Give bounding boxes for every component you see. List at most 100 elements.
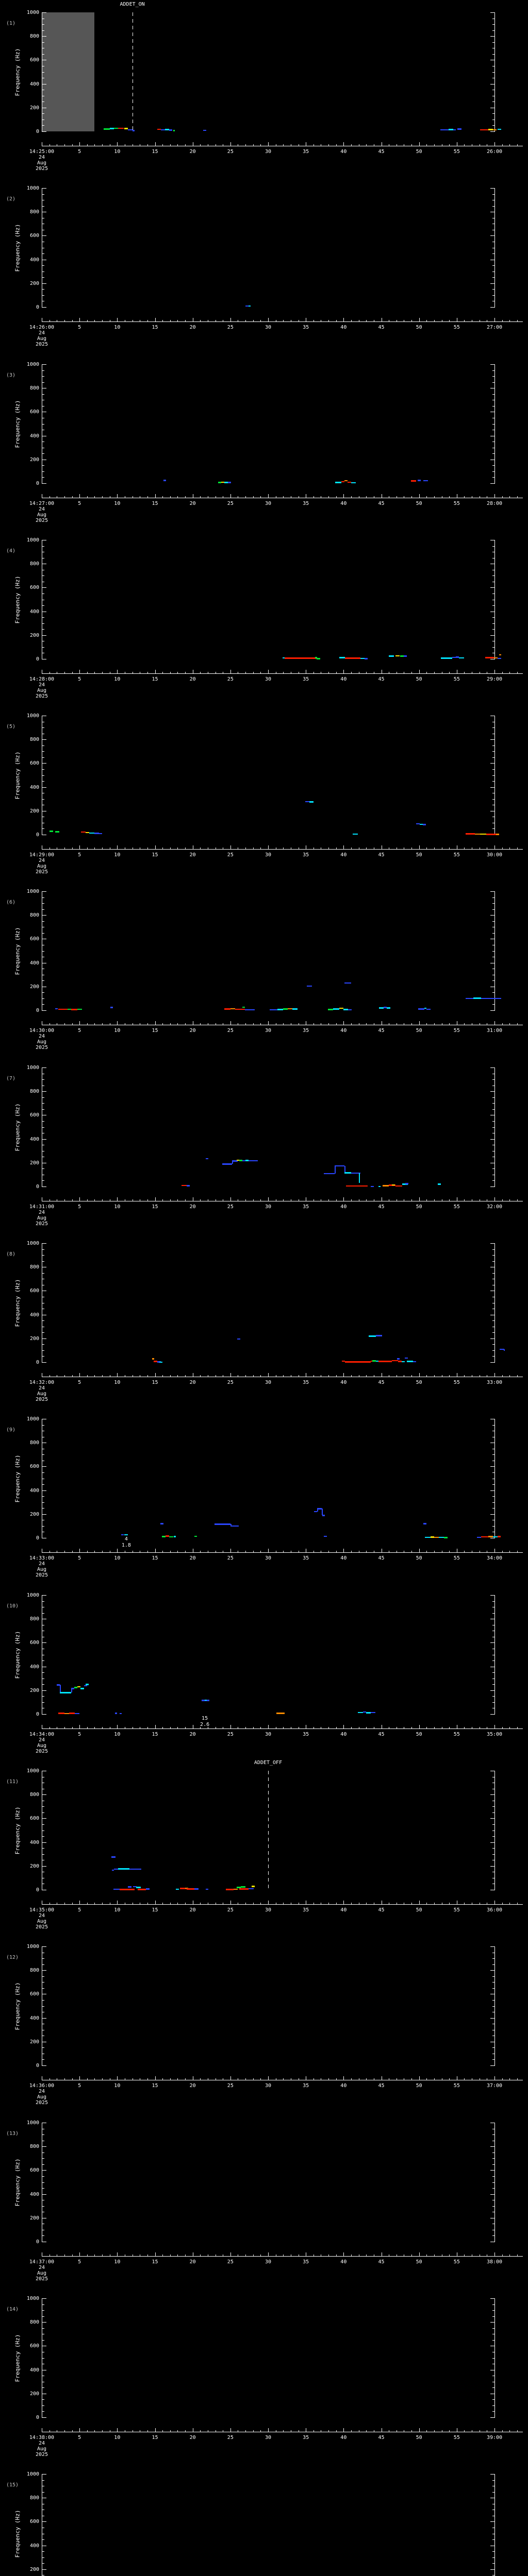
x-tick: [449, 320, 450, 321]
y-tick: [42, 2134, 44, 2136]
y-tick: [42, 1672, 44, 1673]
y-tick: [42, 483, 46, 484]
y-tick: [42, 1836, 44, 1837]
y-tick: [42, 897, 44, 898]
x-tick-label: 50: [416, 852, 422, 858]
x-tick-label: 20: [189, 501, 196, 506]
y-tick: [42, 364, 46, 365]
y-tick: [492, 1526, 494, 1527]
y-tick: [492, 1332, 494, 1333]
y-tick: [492, 1496, 494, 1497]
x-tick: [366, 672, 367, 673]
x-tick: [464, 2255, 465, 2256]
detection-segment: [242, 1006, 245, 1008]
detection-segment: [434, 1536, 439, 1538]
detection-segment: [181, 1184, 188, 1187]
x-tick: [328, 1903, 329, 1904]
x-tick-label: 50: [416, 2259, 422, 2265]
y-tick: [490, 1514, 494, 1515]
y-tick: [42, 1988, 44, 1989]
detection-segment: [164, 129, 170, 130]
x-tick-label: 10: [114, 501, 121, 506]
x-tick: [419, 494, 420, 498]
y-tick: [42, 1004, 44, 1005]
y-tick-label: 0: [36, 129, 39, 134]
y-tick: [42, 2059, 44, 2060]
x-tick: [494, 1021, 495, 1025]
x-tick: [366, 1727, 367, 1728]
y-tick: [490, 1714, 494, 1715]
y-tick: [492, 781, 494, 782]
y-tick: [490, 1362, 494, 1363]
x-tick: [283, 1903, 284, 1904]
y-tick-label: 200: [29, 2566, 39, 2572]
y-tick-label: 0: [36, 2239, 39, 2245]
x-tick-label: 55: [453, 1204, 460, 1210]
x-tick: [283, 1023, 284, 1025]
x-tick: [502, 2255, 503, 2256]
y-tick: [42, 1091, 46, 1092]
x-start-label: 14:30:00: [29, 1028, 55, 1033]
x-tick: [64, 1375, 65, 1377]
x-tick: [449, 672, 450, 673]
detection-segment: [443, 1537, 448, 1538]
y-tick-label: 200: [29, 984, 39, 990]
x-tick: [502, 320, 503, 321]
detection-segment: [383, 1007, 387, 1008]
x-tick-label: 25: [227, 1380, 234, 1385]
x-tick: [434, 2430, 435, 2432]
x-tick: [260, 1199, 261, 1201]
x-tick: [170, 144, 171, 146]
x-tick-label: 20: [189, 676, 196, 682]
detection-segment: [493, 129, 497, 131]
x-tick: [87, 1903, 88, 1904]
y-tick: [490, 188, 494, 189]
y-tick: [492, 769, 494, 770]
x-tick: [343, 2428, 344, 2432]
panel-title: ADDET_OFF: [254, 1760, 283, 1766]
x-tick: [336, 1551, 337, 1552]
y-tick-label: 400: [29, 608, 39, 615]
x-tick-label: 50: [416, 676, 422, 682]
x-tick: [328, 144, 329, 146]
detection-segment: [493, 657, 498, 659]
x-tick: [64, 320, 65, 321]
x-tick: [502, 672, 503, 673]
detection-segment: [496, 834, 499, 835]
x-tick: [117, 318, 118, 321]
x-tick-label: 5: [78, 2435, 81, 2441]
y-tick: [492, 1320, 494, 1321]
x-tick: [411, 2430, 412, 2432]
y-tick: [42, 933, 44, 934]
x-tick: [351, 2430, 352, 2432]
x-tick: [268, 142, 269, 146]
y-tick-label: 600: [29, 2519, 39, 2525]
y-tick-label: 600: [29, 1640, 39, 1646]
detection-segment: [58, 1713, 64, 1714]
x-tick: [79, 494, 80, 498]
detection-segment: [481, 997, 502, 999]
y-tick: [492, 295, 494, 296]
x-tick-label: 50: [416, 1380, 422, 1385]
x-tick: [185, 1023, 186, 1025]
x-end-label: 28:00: [486, 501, 503, 506]
detection-segment: [378, 1361, 392, 1362]
y-tick-label: 600: [29, 2167, 39, 2174]
detection-segment: [405, 1183, 409, 1184]
x-tick: [366, 1903, 367, 1904]
date-line: 2025: [35, 342, 48, 347]
x-tick: [117, 142, 118, 146]
spectrogram-panel: 0 200 400 600 800 1000 Frequency (Hz) (3) 14:27:…: [0, 352, 528, 528]
y-tick: [42, 2164, 44, 2165]
detection-segment: [285, 657, 317, 659]
y-tick: [42, 2569, 46, 2570]
x-tick: [155, 142, 156, 146]
x-tick: [162, 1023, 163, 1025]
detection-segment: [161, 129, 165, 131]
x-tick: [509, 1199, 510, 1201]
detection-segment: [480, 129, 489, 131]
x-tick: [253, 2430, 254, 2432]
y-tick: [492, 1273, 494, 1274]
x-tick-label: 15: [152, 325, 158, 330]
x-tick-label: 10: [114, 2435, 121, 2441]
